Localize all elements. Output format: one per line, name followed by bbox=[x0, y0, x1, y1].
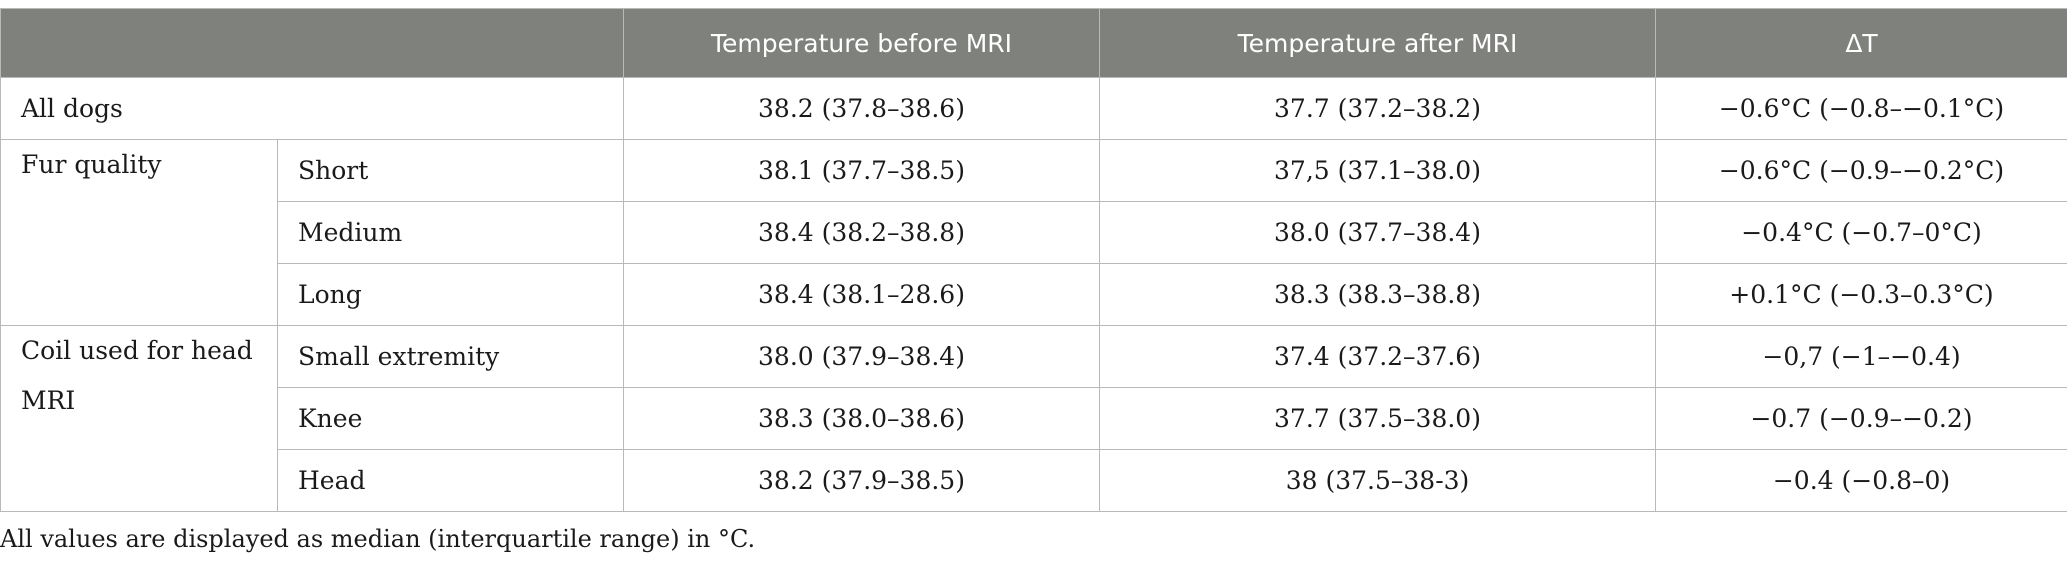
cell-before: 38.0 (37.9–38.4) bbox=[623, 325, 1100, 388]
cell-delta: −0,7 (−1–−0.4) bbox=[1655, 325, 2067, 388]
cell-before: 38.3 (38.0–38.6) bbox=[623, 387, 1100, 450]
row-label-all-dogs: All dogs bbox=[0, 77, 624, 140]
cell-before: 38.4 (38.1–28.6) bbox=[623, 263, 1100, 326]
cell-delta: −0.7 (−0.9–−0.2) bbox=[1655, 387, 2067, 450]
table-row: Head 38.2 (37.9–38.5) 38 (37.5–38-3) −0.… bbox=[1, 449, 2067, 512]
cell-before: 38.2 (37.9–38.5) bbox=[623, 449, 1100, 512]
cell-delta: −0.6°C (−0.9–−0.2°C) bbox=[1655, 139, 2067, 202]
cell-after: 37.4 (37.2–37.6) bbox=[1099, 325, 1656, 388]
cell-before: 38.1 (37.7–38.5) bbox=[623, 139, 1100, 202]
cell-after: 38.0 (37.7–38.4) bbox=[1099, 201, 1656, 264]
table-row: Knee 38.3 (38.0–38.6) 37.7 (37.5–38.0) −… bbox=[1, 387, 2067, 450]
sub-label: Head bbox=[277, 449, 624, 512]
cell-delta: −0.4°C (−0.7–0°C) bbox=[1655, 201, 2067, 264]
cell-after: 37.7 (37.5–38.0) bbox=[1099, 387, 1656, 450]
cell-after: 37.7 (37.2–38.2) bbox=[1099, 77, 1656, 140]
cell-after: 37,5 (37.1–38.0) bbox=[1099, 139, 1656, 202]
table-row: Fur quality Short 38.1 (37.7–38.5) 37,5 … bbox=[0, 139, 2067, 326]
cell-delta: +0.1°C (−0.3–0.3°C) bbox=[1655, 263, 2067, 326]
cell-after: 38 (37.5–38-3) bbox=[1099, 449, 1656, 512]
header-delta-t: ΔT bbox=[1655, 8, 2067, 78]
results-table: Temperature before MRI Temperature after… bbox=[0, 8, 2067, 512]
sub-label: Small extremity bbox=[277, 325, 624, 388]
header-temperature-before: Temperature before MRI bbox=[623, 8, 1100, 78]
cell-before: 38.4 (38.2–38.8) bbox=[623, 201, 1100, 264]
group-label-coil: Coil used for head MRI bbox=[0, 325, 278, 512]
cell-delta: −0.6°C (−0.8–−0.1°C) bbox=[1655, 77, 2067, 140]
header-temperature-after: Temperature after MRI bbox=[1099, 8, 1656, 78]
sub-label: Long bbox=[277, 263, 624, 326]
cell-after: 38.3 (38.3–38.8) bbox=[1099, 263, 1656, 326]
cell-before: 38.2 (37.8–38.6) bbox=[623, 77, 1100, 140]
table-header-row: Temperature before MRI Temperature after… bbox=[0, 8, 2067, 78]
sub-label: Short bbox=[277, 139, 624, 202]
sub-label: Medium bbox=[277, 201, 624, 264]
group-label-fur-quality: Fur quality bbox=[0, 139, 278, 326]
table-row-all-dogs: All dogs 38.2 (37.8–38.6) 37.7 (37.2–38.… bbox=[0, 77, 2067, 140]
cell-delta: −0.4 (−0.8–0) bbox=[1655, 449, 2067, 512]
table-row: Long 38.4 (38.1–28.6) 38.3 (38.3–38.8) +… bbox=[1, 263, 2067, 326]
table-row: Medium 38.4 (38.2–38.8) 38.0 (37.7–38.4)… bbox=[1, 201, 2067, 264]
sub-label: Knee bbox=[277, 387, 624, 450]
table-footnote: All values are displayed as median (inte… bbox=[0, 525, 756, 553]
header-empty-cell bbox=[0, 8, 624, 78]
table-row: Coil used for head MRI Small extremity 3… bbox=[0, 325, 2067, 512]
